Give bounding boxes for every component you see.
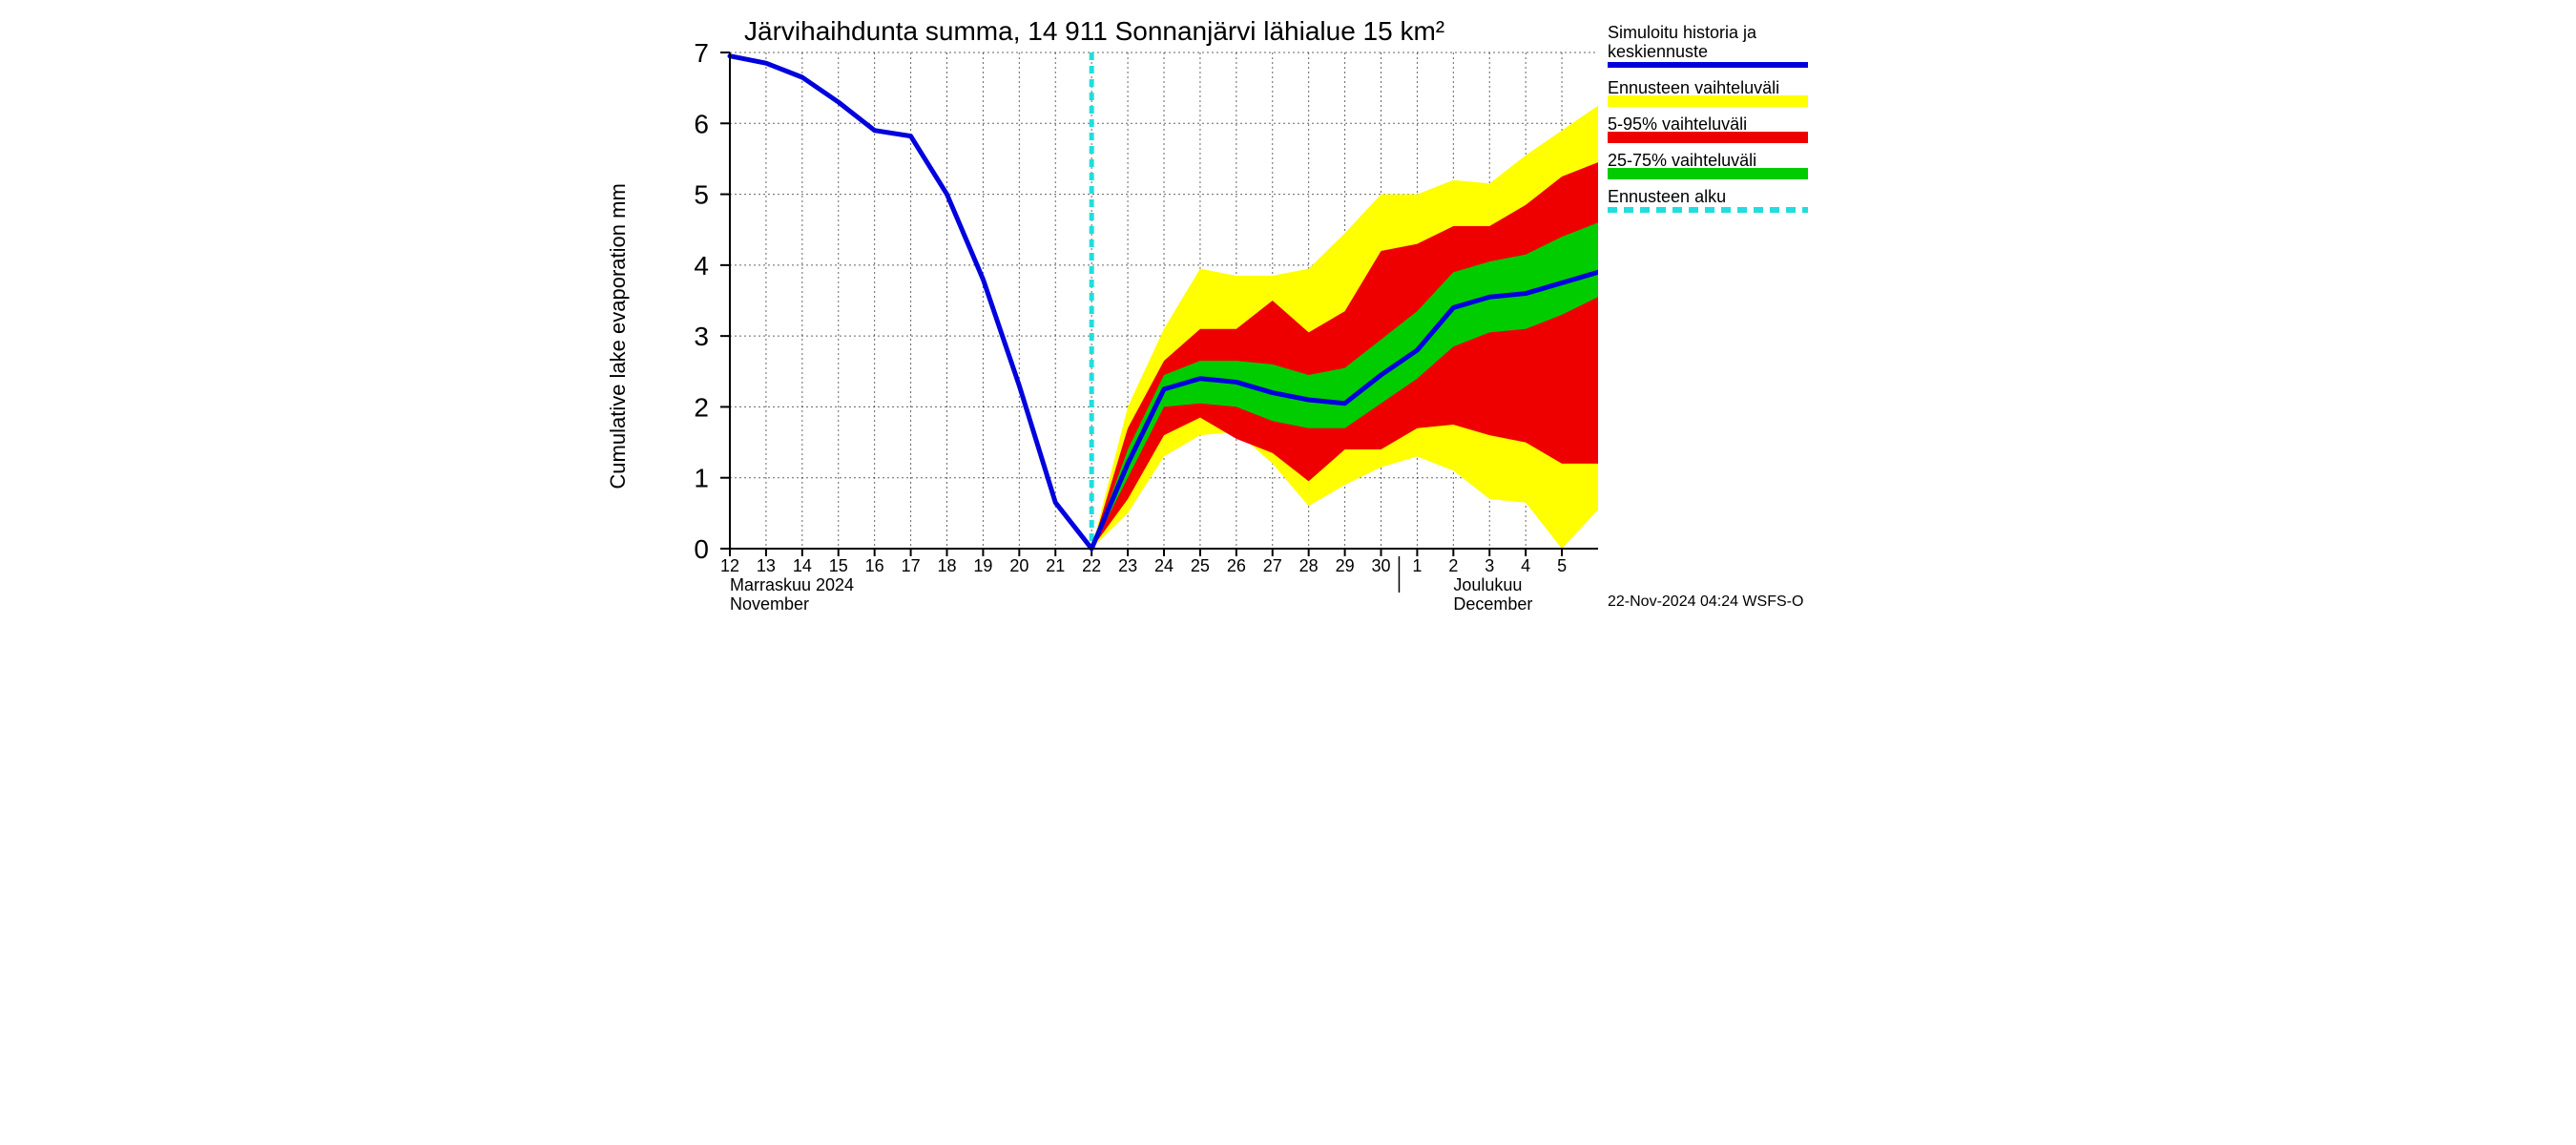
y-tick-label: 5: [694, 180, 709, 210]
y-tick-label: 1: [694, 464, 709, 493]
y-tick-label: 7: [694, 38, 709, 68]
month-label-en: November: [730, 594, 809, 614]
month-label-en: December: [1453, 594, 1532, 614]
x-tick-label: 17: [902, 556, 921, 575]
legend: Simuloitu historia jakeskiennuste Ennuste…: [1608, 23, 1808, 210]
x-tick-label: 28: [1299, 556, 1319, 575]
y-tick-label: 2: [694, 392, 709, 422]
legend-label: Ennusteen vaihteluväli: [1608, 78, 1779, 97]
x-tick-label: 13: [757, 556, 776, 575]
month-label-fi: Marraskuu 2024: [730, 575, 854, 594]
x-tick-label: 27: [1263, 556, 1282, 575]
x-tick-label: 2: [1448, 556, 1458, 575]
legend-swatch-outer-band: [1608, 95, 1808, 107]
chart-title: Järvihaihdunta summa, 14 911 Sonnanjärvi…: [744, 16, 1444, 46]
x-tick-label: 25: [1191, 556, 1210, 575]
legend-label: Ennusteen alku: [1608, 187, 1726, 206]
x-tick-label: 18: [937, 556, 956, 575]
x-tick-label: 5: [1557, 556, 1567, 575]
x-tick-label: 15: [829, 556, 848, 575]
legend-label: 5-95% vaihteluväli: [1608, 114, 1747, 134]
legend-swatch-595-band: [1608, 132, 1808, 143]
x-tick-label: 26: [1227, 556, 1246, 575]
x-tick-label: 30: [1371, 556, 1390, 575]
legend-swatch-2575-band: [1608, 168, 1808, 179]
x-tick-label: 21: [1046, 556, 1065, 575]
y-tick-labels: 0 1 2 3 4 5 6 7: [694, 38, 709, 564]
x-tick-label: 16: [865, 556, 884, 575]
y-tick-label: 4: [694, 251, 709, 281]
legend-label: keskiennuste: [1608, 42, 1708, 61]
x-tick-label: 29: [1336, 556, 1355, 575]
x-tick-labels: 1213141516171819202122232425262728293012…: [720, 556, 1567, 575]
x-tick-label: 24: [1154, 556, 1174, 575]
x-tick-label: 12: [720, 556, 739, 575]
y-axis-label: Cumulative lake evaporation mm: [606, 183, 630, 489]
x-tick-label: 14: [793, 556, 812, 575]
legend-label: Simuloitu historia ja: [1608, 23, 1757, 42]
chart-container: 01234567 1213141516171819202122232425262…: [572, 0, 2004, 636]
x-tick-label: 3: [1485, 556, 1494, 575]
x-tick-label: 23: [1118, 556, 1137, 575]
x-tick-label: 1: [1412, 556, 1422, 575]
y-tick-label: 6: [694, 109, 709, 138]
chart-footer: 22-Nov-2024 04:24 WSFS-O: [1608, 593, 1803, 610]
month-label-fi: Joulukuu: [1453, 575, 1522, 594]
y-tick-label: 0: [694, 534, 709, 564]
x-tick-label: 20: [1009, 556, 1028, 575]
x-tick-label: 4: [1521, 556, 1530, 575]
y-tick-label: 3: [694, 322, 709, 351]
legend-label: 25-75% vaihteluväli: [1608, 151, 1756, 170]
month-labels: Marraskuu 2024November JoulukuuDecember: [730, 575, 1532, 614]
x-tick-label: 22: [1082, 556, 1101, 575]
chart-svg: 01234567 1213141516171819202122232425262…: [572, 0, 2004, 636]
x-tick-label: 19: [973, 556, 992, 575]
